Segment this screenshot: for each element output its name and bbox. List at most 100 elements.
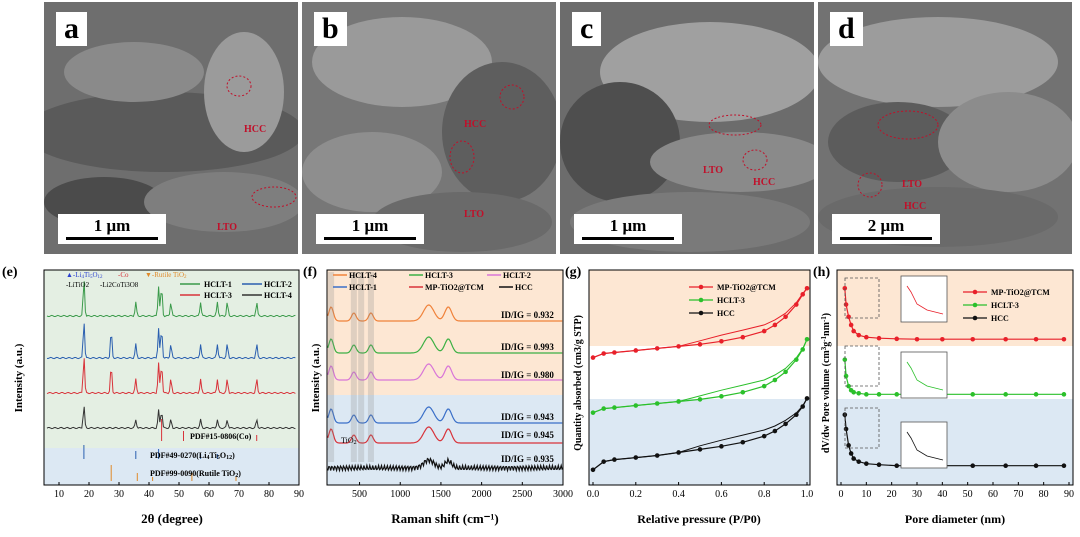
f-bg-top (327, 270, 563, 395)
scale-label-d: 2 μm (867, 216, 905, 235)
isotherm-desorption (592, 287, 808, 359)
pore-point (856, 391, 862, 396)
g-axes-box (588, 269, 811, 486)
legend-label: HCLT-2 (503, 271, 531, 280)
f-ratio-labels: ID/IG = 0.932 ID/IG = 0.993 ID/IG = 0.980 I… (501, 310, 554, 464)
scale-bar-a: 1 μm (58, 214, 166, 244)
isotherm-point (740, 389, 746, 395)
x-tick-label: 70 (1013, 489, 1023, 500)
sem-image-d (818, 2, 1072, 254)
xrd-line-hclt-4 (46, 406, 296, 430)
e-legend-litio2: -LiTiO2 (66, 281, 90, 289)
h-x-ticks: 0 10 20 30 40 50 60 70 80 90 (839, 482, 1074, 500)
isotherm-point (654, 453, 660, 458)
isotherm-point (676, 344, 681, 349)
isotherm-point (612, 457, 617, 462)
isotherm-point (761, 383, 767, 389)
g-panel-label: (g) (565, 265, 582, 280)
legend-marker (698, 310, 704, 316)
raman-band (328, 272, 335, 462)
isotherm-point (612, 350, 617, 355)
pore-point (1033, 392, 1039, 397)
isotherm-point (633, 455, 639, 460)
isotherm-point (794, 357, 799, 362)
x-tick-label: 10 (861, 489, 871, 500)
isotherm-point (783, 369, 788, 375)
legend-label: HCC (515, 283, 533, 292)
e-xlabel: 2θ (degree) (141, 511, 203, 526)
panel-g-isotherm: (g) Relative pressure (P/P0) Quantity ab… (565, 258, 815, 537)
isotherm-desorption (592, 398, 808, 471)
x-tick-label: 0.8 (758, 489, 771, 500)
scale-label-a: 1 μm (93, 216, 131, 235)
e-legend-hclt1: HCLT-1 (204, 280, 232, 289)
pore-point (1033, 336, 1039, 342)
raman-band (350, 272, 357, 462)
inset-box (900, 421, 948, 469)
pore-point (940, 336, 945, 342)
x-tick-label: 20 (887, 489, 897, 500)
isotherm-point (697, 342, 703, 347)
pore-point (851, 389, 856, 395)
e-ref-co: PDF#15-0806(Co) (190, 432, 252, 441)
pore-point (970, 463, 976, 469)
pore-point (843, 302, 849, 307)
isotherm-point (601, 351, 606, 356)
isotherm-point (761, 328, 767, 334)
h-bg-top (837, 270, 1073, 346)
ratio-label: ID/IG = 0.945 (501, 430, 554, 440)
sem-label-lto: LTO (703, 165, 724, 176)
ratio-label: ID/IG = 0.943 (501, 412, 554, 422)
legend-marker (972, 315, 978, 321)
isotherm-point (783, 421, 788, 427)
e-legend-hclt2: HCLT-2 (264, 280, 292, 289)
legend-label: HCC (991, 314, 1009, 323)
raman-chart: (f) Raman shift (cm⁻¹) Intensity (a.u.) … (303, 265, 573, 526)
f-legend: HCLT-4 HCLT-3 HCLT-2 HCLT-1 MP-TiO2@TCM HCC (333, 271, 533, 292)
x-tick-label: 10 (54, 489, 64, 500)
x-tick-label: 500 (352, 489, 367, 500)
e-legend: ▲-Li4Ti5O12 -Co ▼-Rutile TiO2 -LiTiO2 -L… (66, 271, 292, 300)
isotherm-point (590, 355, 596, 360)
e-legend-hclt4: HCLT-4 (264, 291, 292, 300)
x-tick-label: 0.4 (672, 489, 685, 500)
x-tick-label: 30 (114, 489, 124, 500)
raman-line-hclt-2 (327, 363, 563, 381)
x-tick-label: 40 (937, 489, 947, 500)
pore-point (970, 392, 976, 397)
f-xlabel: Raman shift (cm⁻¹) (391, 511, 499, 526)
isotherm-point (761, 433, 767, 439)
x-tick-label: 90 (294, 489, 304, 500)
pore-point (894, 463, 900, 469)
sem-label-hcc: HCC (464, 119, 487, 130)
isotherm-point (772, 322, 778, 328)
pore-point (843, 426, 849, 432)
isotherm-point (719, 394, 724, 399)
sem-label-hcc: HCC (244, 124, 267, 135)
pore-point (894, 392, 900, 397)
raman-line-mp-tio2@tcm (327, 426, 563, 444)
isotherm-point (740, 439, 746, 445)
x-tick-label: 0.6 (715, 489, 728, 500)
pore-point (851, 328, 856, 334)
isotherm-point (697, 397, 703, 402)
x-tick-label: 40 (144, 489, 154, 500)
g-bg-top (589, 270, 810, 346)
pore-point (1003, 392, 1008, 397)
x-tick-label: 80 (264, 489, 274, 500)
isotherm-point (601, 406, 606, 411)
zoom-box (844, 345, 880, 387)
pore-point (864, 392, 869, 397)
scale-bar-c: 1 μm (574, 214, 682, 244)
x-tick-label: 20 (84, 489, 94, 500)
isotherm-point (676, 399, 681, 404)
inset-box (900, 275, 948, 323)
raman-line-hclt-3 (327, 336, 563, 354)
g-x-ticks: 0.0 0.2 0.4 0.6 0.8 1.0 (587, 482, 813, 500)
g-bg-bottom (589, 399, 810, 485)
e-ref-rutile: PDF#99-0090(Rutile TiO2) (150, 469, 241, 479)
f-x-ticks: 500 1000 1500 2000 2500 3000 (352, 482, 573, 500)
isotherm-point (654, 346, 660, 351)
xrd-line-hclt-2 (46, 323, 296, 360)
x-tick-label: 70 (234, 489, 244, 500)
